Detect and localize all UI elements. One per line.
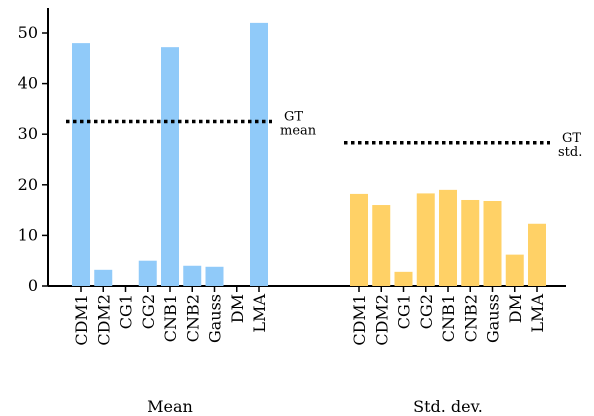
y-tick-label: 50	[18, 23, 38, 42]
y-tick-label: 0	[28, 276, 38, 295]
group-label-std: Std. dev.	[413, 397, 483, 416]
bars	[72, 22, 546, 287]
x-tick-label: Gauss	[484, 294, 503, 343]
reference-label: GT	[562, 131, 581, 146]
bar-mean-cnb2	[183, 265, 202, 286]
reference-label: GT	[284, 110, 303, 125]
bar-mean-cdm1	[72, 43, 90, 287]
x-tick-label: CDM2	[94, 294, 113, 346]
y-tick-label: 30	[18, 124, 38, 143]
x-tick-label: CNB2	[461, 294, 480, 342]
bar-std-cnb1	[439, 189, 457, 286]
bar-std-cnb2	[461, 199, 480, 286]
bar-std-lma	[528, 223, 546, 286]
bar-std-cdm2	[372, 205, 391, 286]
x-tick-label: CNB1	[439, 294, 458, 342]
x-tick-label: CG2	[417, 294, 436, 329]
bar-std-cg2	[416, 193, 435, 286]
x-tick-label: CNB1	[161, 294, 180, 342]
bar-std-cg1	[394, 271, 413, 286]
x-tick-label: CG2	[139, 294, 158, 329]
x-tick-label: DM	[228, 294, 247, 323]
bar-mean-lma	[250, 22, 268, 286]
bar-mean-cnb1	[161, 47, 179, 286]
x-tick-label: Gauss	[206, 294, 225, 343]
x-tick-label: CDM1	[350, 294, 369, 346]
reference-sublabel: mean	[280, 124, 317, 139]
x-tick-label: DM	[506, 294, 525, 323]
group-labels: Mean Std. dev.	[147, 397, 483, 416]
bar-std-dm	[505, 254, 524, 286]
x-tick-label: CG1	[117, 294, 136, 329]
y-axis: 0 10 20 30 40 50	[18, 8, 566, 295]
x-tick-label: CNB2	[183, 294, 202, 342]
reference-sublabel: std.	[558, 145, 582, 160]
bar-mean-gauss	[205, 266, 224, 286]
bar-mean-cg2	[138, 260, 157, 286]
x-tick-label: CDM2	[372, 294, 391, 346]
bar-mean-cdm2	[94, 269, 113, 286]
x-tick-label: CDM1	[72, 294, 91, 346]
x-tick-label: LMA	[250, 294, 269, 333]
category-labels: CDM1 CDM2 CG1 CG2 CNB1 CNB2 Gauss DM LMA CDM1 CDM2…	[72, 286, 547, 346]
group-label-mean: Mean	[147, 397, 193, 416]
y-tick-label: 40	[18, 74, 38, 93]
y-tick-label: 20	[18, 175, 38, 194]
x-tick-label: LMA	[528, 294, 547, 333]
bar-std-gauss	[483, 200, 502, 286]
bar-std-cdm1	[350, 193, 368, 286]
x-tick-label: CG1	[395, 294, 414, 329]
y-tick-label: 10	[18, 225, 38, 244]
